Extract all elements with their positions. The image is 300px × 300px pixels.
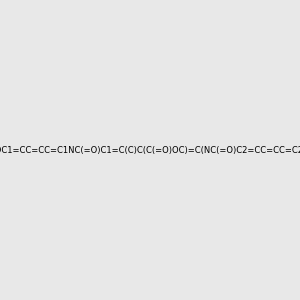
- Text: CCOC1=CC=CC=C1NC(=O)C1=C(C)C(C(=O)OC)=C(NC(=O)C2=CC=CC=C2)S1: CCOC1=CC=CC=C1NC(=O)C1=C(C)C(C(=O)OC)=C(…: [0, 146, 300, 154]
